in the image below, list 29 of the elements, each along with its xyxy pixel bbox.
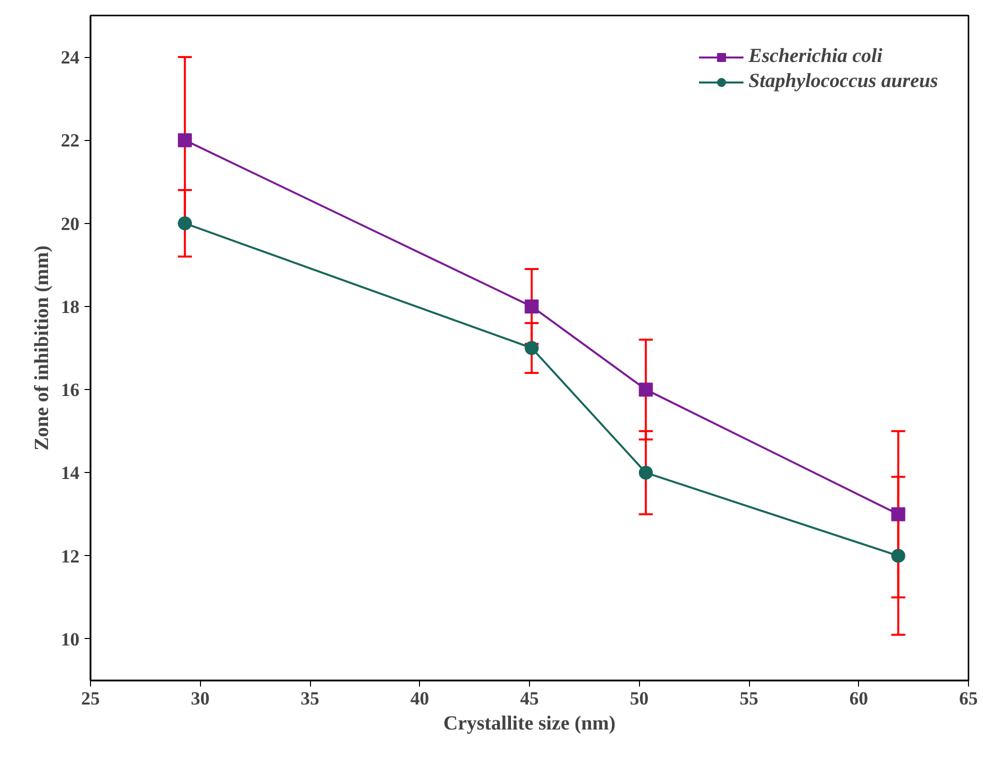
y-tick-label: 22 — [60, 130, 80, 152]
y-tick-label: 12 — [60, 546, 80, 568]
x-tick-label: 45 — [520, 688, 539, 710]
y-tick-label: 18 — [60, 296, 80, 318]
point — [178, 133, 192, 148]
point — [638, 382, 653, 397]
y-tick-label: 16 — [60, 380, 80, 402]
point — [178, 216, 192, 230]
x-axis-title: Crystallite size (nm) — [443, 712, 616, 734]
x-tick-label: 30 — [190, 688, 210, 710]
legend-label: Escherichia coli — [748, 45, 882, 68]
point — [891, 507, 906, 522]
point — [638, 466, 653, 480]
x-tick-label: 65 — [959, 688, 978, 710]
legend-label: Staphylococcus aureus — [748, 70, 938, 93]
point — [524, 299, 539, 314]
y-tick-label: 10 — [60, 629, 80, 650]
point — [891, 548, 906, 563]
x-tick-label: 25 — [81, 688, 100, 710]
y-tick-label: 24 — [60, 48, 80, 69]
y-axis-title: Zone of inhibition (mm) — [30, 245, 53, 451]
x-tick-label: 35 — [300, 688, 320, 710]
x-tick-label: 55 — [740, 688, 758, 710]
point — [524, 341, 539, 355]
x-tick-label: 40 — [410, 688, 430, 710]
y-tick-label: 20 — [60, 214, 80, 235]
x-tick-label: 60 — [849, 688, 868, 710]
x-tick-label: 50 — [630, 688, 649, 710]
y-tick-label: 14 — [60, 463, 80, 484]
